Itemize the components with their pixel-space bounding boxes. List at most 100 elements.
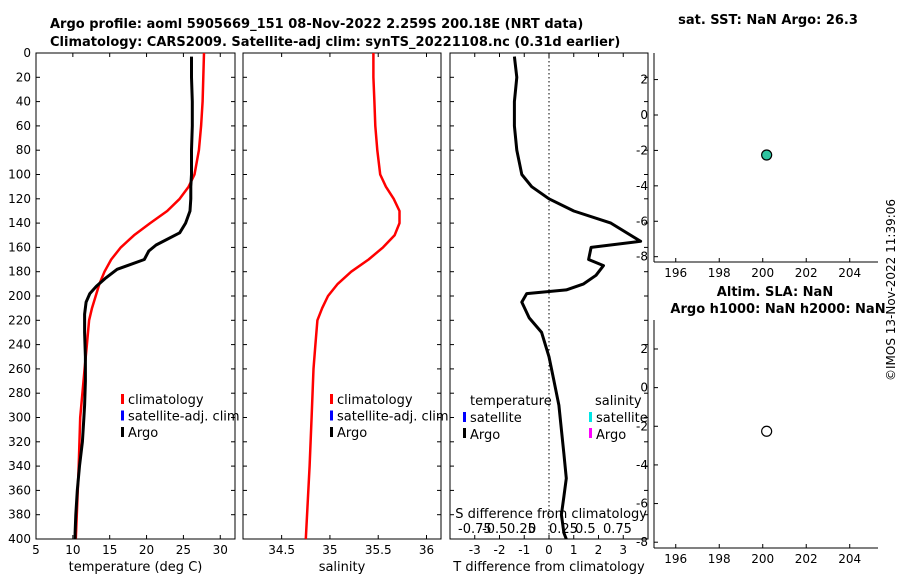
secondary-tick-label: 0.5 <box>575 522 596 537</box>
x-tick-label: -2 <box>494 543 506 557</box>
y-tick-label: -2 <box>636 143 648 157</box>
x-tick-label: 5 <box>32 543 40 557</box>
secondary-tick-label: -0.75 <box>458 522 492 537</box>
legend-entry: climatology <box>128 393 204 408</box>
legend-entry: climatology <box>337 393 413 408</box>
legend-entry: Argo <box>128 426 158 441</box>
y-tick-label: 360 <box>8 483 31 497</box>
x-tick-label: -1 <box>518 543 530 557</box>
y-tick-label: -8 <box>636 250 648 264</box>
y-tick-label: 380 <box>8 508 31 522</box>
y-tick-label: 0 <box>640 108 648 122</box>
x-tick-label: 34.5 <box>268 543 295 557</box>
y-tick-label: 400 <box>8 532 31 546</box>
x-tick-label: 35.5 <box>365 543 392 557</box>
panel-title-line-2: Argo h1000: NaN h2000: NaN <box>670 302 885 317</box>
x-tick-label: 200 <box>751 552 774 566</box>
y-tick-label: 320 <box>8 435 31 449</box>
legend-swatch <box>463 412 466 422</box>
imos-watermark: ©IMOS 13-Nov-2022 11:39:06 <box>884 199 898 381</box>
data-point <box>761 425 773 437</box>
legend-swatch <box>589 412 592 422</box>
x-tick-label: 198 <box>708 266 731 280</box>
x-tick-label: 204 <box>838 552 861 566</box>
y-tick-label: -4 <box>636 458 648 472</box>
x-axis-label: temperature (deg C) <box>69 560 203 575</box>
x-tick-label: 3 <box>619 543 627 557</box>
y-tick-label: 120 <box>8 192 31 206</box>
y-tick-label: 340 <box>8 459 31 473</box>
legend-swatch <box>330 410 333 421</box>
secondary-axis-label: S difference from climatology <box>455 507 647 522</box>
secondary-tick-label: 0 <box>528 522 536 537</box>
x-tick-label: 204 <box>838 266 861 280</box>
legend-heading: temperature <box>470 394 552 409</box>
x-tick-label: 25 <box>176 543 191 557</box>
y-tick-label: -8 <box>636 535 648 549</box>
x-axis-label: salinity <box>319 560 366 575</box>
series-argo <box>512 56 643 540</box>
legend-heading: salinity <box>595 394 642 409</box>
panel-title: sat. SST: NaN Argo: 26.3 <box>678 13 858 28</box>
panel-salinity: 34.5 35 35.5 36 salinity climatology satellite… <box>242 52 449 575</box>
legend-entry: Argo <box>596 428 626 443</box>
legend-entry: satellite <box>470 411 522 426</box>
title-line-2: Climatology: CARS2009. Satellite-adj cli… <box>50 35 620 50</box>
x-tick-label: 15 <box>102 543 117 557</box>
y-tick-label: 100 <box>8 168 31 182</box>
legend-swatch <box>121 427 124 437</box>
secondary-tick-label: -0.5 <box>482 522 507 537</box>
panel-temperature: 0 20 40 60 80 100 120 140 160 180 200 220 240 260 280 3… <box>8 46 240 575</box>
y-tick-label: 220 <box>8 313 31 327</box>
x-tick-label: 20 <box>139 543 154 557</box>
legend-entry: Argo <box>470 428 500 443</box>
legend-swatch <box>589 428 592 438</box>
x-tick-label: 200 <box>751 266 774 280</box>
secondary-tick-label: 0.75 <box>603 522 632 537</box>
legend-entry: satellite-adj. clim <box>337 410 449 425</box>
x-tick-label: 30 <box>213 543 228 557</box>
x-tick-label: 0 <box>545 543 553 557</box>
legend-swatch <box>463 428 466 438</box>
y-tick-label: 2 <box>640 73 648 87</box>
x-tick-label: -3 <box>469 543 481 557</box>
panel-title-line-1: Altim. SLA: NaN <box>717 285 833 300</box>
y-tick-label: 60 <box>16 119 31 133</box>
legend-entry: satellite <box>596 411 648 426</box>
x-tick-label: 1 <box>570 543 578 557</box>
x-tick-label: 202 <box>795 552 818 566</box>
series-argo <box>73 56 194 539</box>
legend-entry: satellite-adj. clim <box>128 410 240 425</box>
x-tick-label: 196 <box>664 552 687 566</box>
y-tick-label: 160 <box>8 240 31 254</box>
y-tick-label: 300 <box>8 411 31 425</box>
title-line-1: Argo profile: aoml 5905669_151 08-Nov-20… <box>50 17 583 32</box>
secondary-tick-label: 0.25 <box>507 522 536 537</box>
series-climatology <box>304 53 401 540</box>
panel-sst: 2 0 -2 -4 -6 -8 196 198 200 202 204 sat. SST: NaN A… <box>636 13 878 280</box>
y-tick-label: 0 <box>640 381 648 395</box>
legend-entry: Argo <box>337 426 367 441</box>
y-tick-label: -6 <box>636 497 648 511</box>
y-tick-label: 80 <box>16 143 31 157</box>
data-point <box>761 149 773 161</box>
series-climatology <box>74 52 206 540</box>
y-tick-label: 40 <box>16 95 31 109</box>
x-tick-label: 36 <box>419 543 434 557</box>
panels: 0204060801001201401601802002202402602803… <box>8 13 885 575</box>
x-tick-label: 10 <box>65 543 80 557</box>
y-tick-label: -4 <box>636 179 648 193</box>
y-tick-label: 260 <box>8 362 31 376</box>
y-tick-label: 2 <box>640 342 648 356</box>
y-tick-label: 0 <box>23 46 31 60</box>
panel-T-difference: -3 -2 -1 0 1 2 3 T difference from climatology t… <box>449 52 649 575</box>
y-tick-label: 280 <box>8 386 31 400</box>
y-tick-label: 240 <box>8 338 31 352</box>
x-tick-label: 196 <box>664 266 687 280</box>
legend-swatch <box>121 394 124 404</box>
y-tick-label: 20 <box>16 70 31 84</box>
y-tick-label: -6 <box>636 214 648 228</box>
legend-swatch <box>330 394 333 404</box>
legend-swatch <box>330 427 333 437</box>
